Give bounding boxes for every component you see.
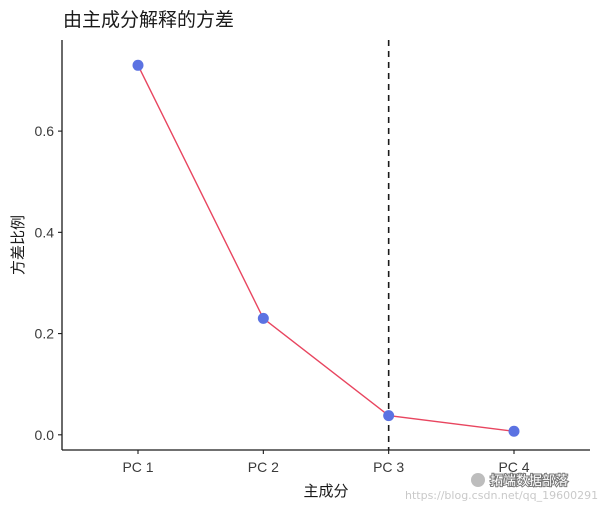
y-tick-label: 0.6 xyxy=(35,123,55,139)
x-axis-title: 主成分 xyxy=(303,482,348,500)
watermark-url: https://blog.csdn.net/qq_19600291 xyxy=(405,489,598,502)
y-tick-label: 0.2 xyxy=(35,326,55,342)
x-tick-label: PC 4 xyxy=(498,459,529,475)
watermark-brand: 拓端数据部落 xyxy=(490,474,568,489)
y-axis-title: 方差比例 xyxy=(9,215,27,275)
watermark: 拓端数据部落 https://blog.csdn.net/qq_19600291 xyxy=(405,473,598,502)
data-point xyxy=(132,59,144,71)
y-tick-label: 0.0 xyxy=(35,427,55,443)
data-point xyxy=(257,312,269,324)
data-point xyxy=(508,425,520,437)
plot-area xyxy=(132,40,520,450)
y-tick-label: 0.4 xyxy=(35,224,55,240)
x-tick-label: PC 1 xyxy=(122,459,153,475)
chart-title: 由主成分解释的方差 xyxy=(63,9,234,31)
x-tick-label: PC 2 xyxy=(248,459,279,475)
x-axis-ticks: PC 1 PC 2 PC 3 PC 4 xyxy=(122,450,530,475)
wechat-icon xyxy=(471,473,485,487)
series-line xyxy=(137,64,515,432)
x-tick-label: PC 3 xyxy=(373,459,404,475)
data-point xyxy=(383,410,395,422)
y-axis-ticks: 0.0 0.2 0.4 0.6 xyxy=(35,123,62,443)
